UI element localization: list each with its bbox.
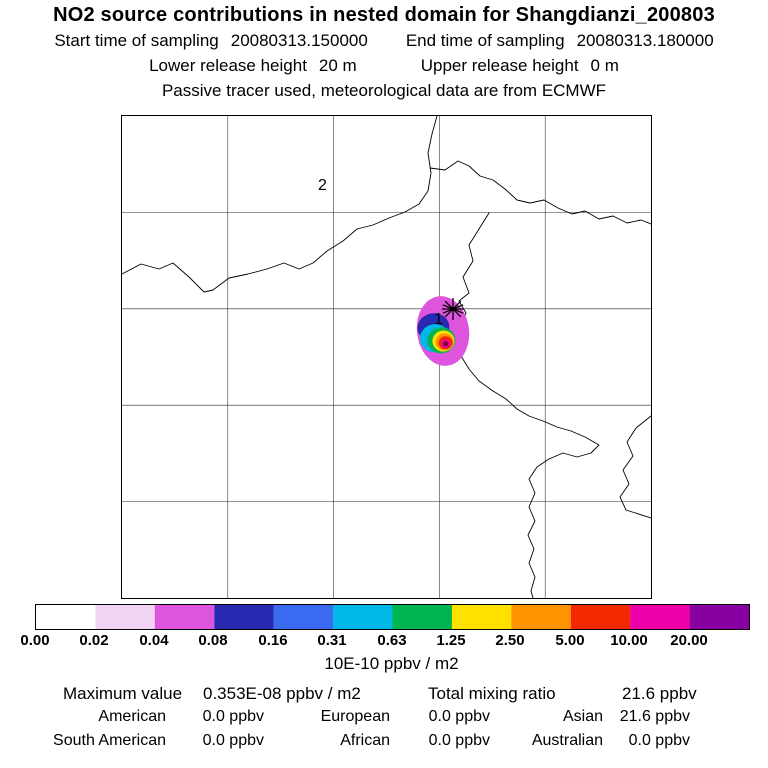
colorbar-segment	[570, 605, 631, 629]
colorbar	[35, 604, 750, 630]
colorbar-segment	[214, 605, 274, 629]
graticule-grid	[122, 116, 651, 598]
colorbar-segment	[154, 605, 215, 629]
colorbar-segment	[451, 605, 512, 629]
region-label-2: 2	[318, 177, 327, 194]
colorbar-segment	[630, 605, 690, 629]
upper-release-pair: Upper release height 0 m	[421, 56, 619, 76]
colorbar-tick-label: 0.04	[139, 632, 169, 649]
border-line-west	[122, 116, 438, 293]
continent-label: South American	[53, 732, 166, 749]
start-time-pair: Start time of sampling 20080313.150000	[54, 31, 368, 51]
colorbar-tick-label: 2.50	[495, 632, 525, 649]
continent-value: 0.0 ppbv	[628, 732, 690, 749]
colorbar-tick-label: 0.63	[377, 632, 407, 649]
lower-release-label: Lower release height	[149, 56, 307, 75]
page-title: NO2 source contributions in nested domai…	[53, 4, 715, 26]
release-heights-line: Lower release height 20 m Upper release …	[0, 56, 768, 76]
coastline-east	[619, 415, 651, 519]
continent-value: 0.0 ppbv	[428, 732, 490, 749]
colorbar-tick-label: 20.00	[670, 632, 708, 649]
colorbar-segment	[95, 605, 155, 629]
receptor-label-1: 1	[434, 311, 443, 328]
colorbar-segment	[333, 605, 393, 629]
end-time-label: End time of sampling	[405, 31, 565, 50]
colorbar-tick-label: 0.31	[317, 632, 347, 649]
continent-value: 21.6 ppbv	[619, 708, 690, 725]
upper-release-label: Upper release height	[420, 56, 579, 75]
start-time-label: Start time of sampling	[54, 31, 219, 50]
map-panel: 2 1	[121, 115, 652, 599]
concentration-plume	[416, 296, 470, 366]
colorbar-segment	[273, 605, 334, 629]
continent-label: Australian	[531, 732, 603, 749]
colorbar-tick-label: 0.00	[20, 632, 50, 649]
continent-label: American	[98, 708, 166, 725]
upper-release-value: 0 m	[590, 56, 619, 75]
colorbar-tick-label: 5.00	[555, 632, 585, 649]
continent-value: 0.0 ppbv	[202, 708, 264, 725]
continent-value: 0.0 ppbv	[428, 708, 490, 725]
map-graphic	[122, 116, 651, 598]
tracer-line: Passive tracer used, meteorological data…	[161, 81, 607, 100]
continent-value: 0.0 ppbv	[202, 732, 264, 749]
plume-ring	[443, 341, 449, 347]
start-time-value: 20080313.150000	[230, 31, 368, 50]
max-value-label: Maximum value	[63, 684, 183, 703]
colorbar-segment	[689, 605, 749, 629]
colorbar-tick-label: 0.16	[258, 632, 288, 649]
colorbar-segment	[36, 605, 96, 629]
colorbar-unit-label: 10E-10 ppbv / m2	[324, 654, 459, 673]
sampling-times-line: Start time of sampling 20080313.150000 E…	[0, 31, 768, 51]
colorbar-tick-label: 0.08	[198, 632, 228, 649]
colorbar-tick-label: 0.02	[79, 632, 109, 649]
border-line-northeast	[429, 160, 651, 225]
coastline-bohai-shandong	[458, 212, 600, 598]
colorbar-graphic	[36, 605, 749, 629]
continent-label: European	[320, 708, 390, 725]
receptor-asterisk-marker	[442, 298, 464, 320]
total-mixing-label: Total mixing ratio	[428, 684, 556, 703]
lower-release-value: 20 m	[318, 56, 357, 75]
colorbar-segment	[511, 605, 571, 629]
max-value: 0.353E-08 ppbv / m2	[203, 684, 361, 703]
end-time-pair: End time of sampling 20080313.180000	[406, 31, 714, 51]
end-time-value: 20080313.180000	[576, 31, 714, 50]
total-mixing-value: 21.6 ppbv	[622, 684, 697, 703]
colorbar-tick-label: 10.00	[610, 632, 648, 649]
colorbar-segment	[392, 605, 452, 629]
continent-label: African	[340, 732, 390, 749]
lower-release-pair: Lower release height 20 m	[149, 56, 357, 76]
colorbar-tick-label: 1.25	[436, 632, 466, 649]
continent-label: Asian	[562, 708, 603, 725]
